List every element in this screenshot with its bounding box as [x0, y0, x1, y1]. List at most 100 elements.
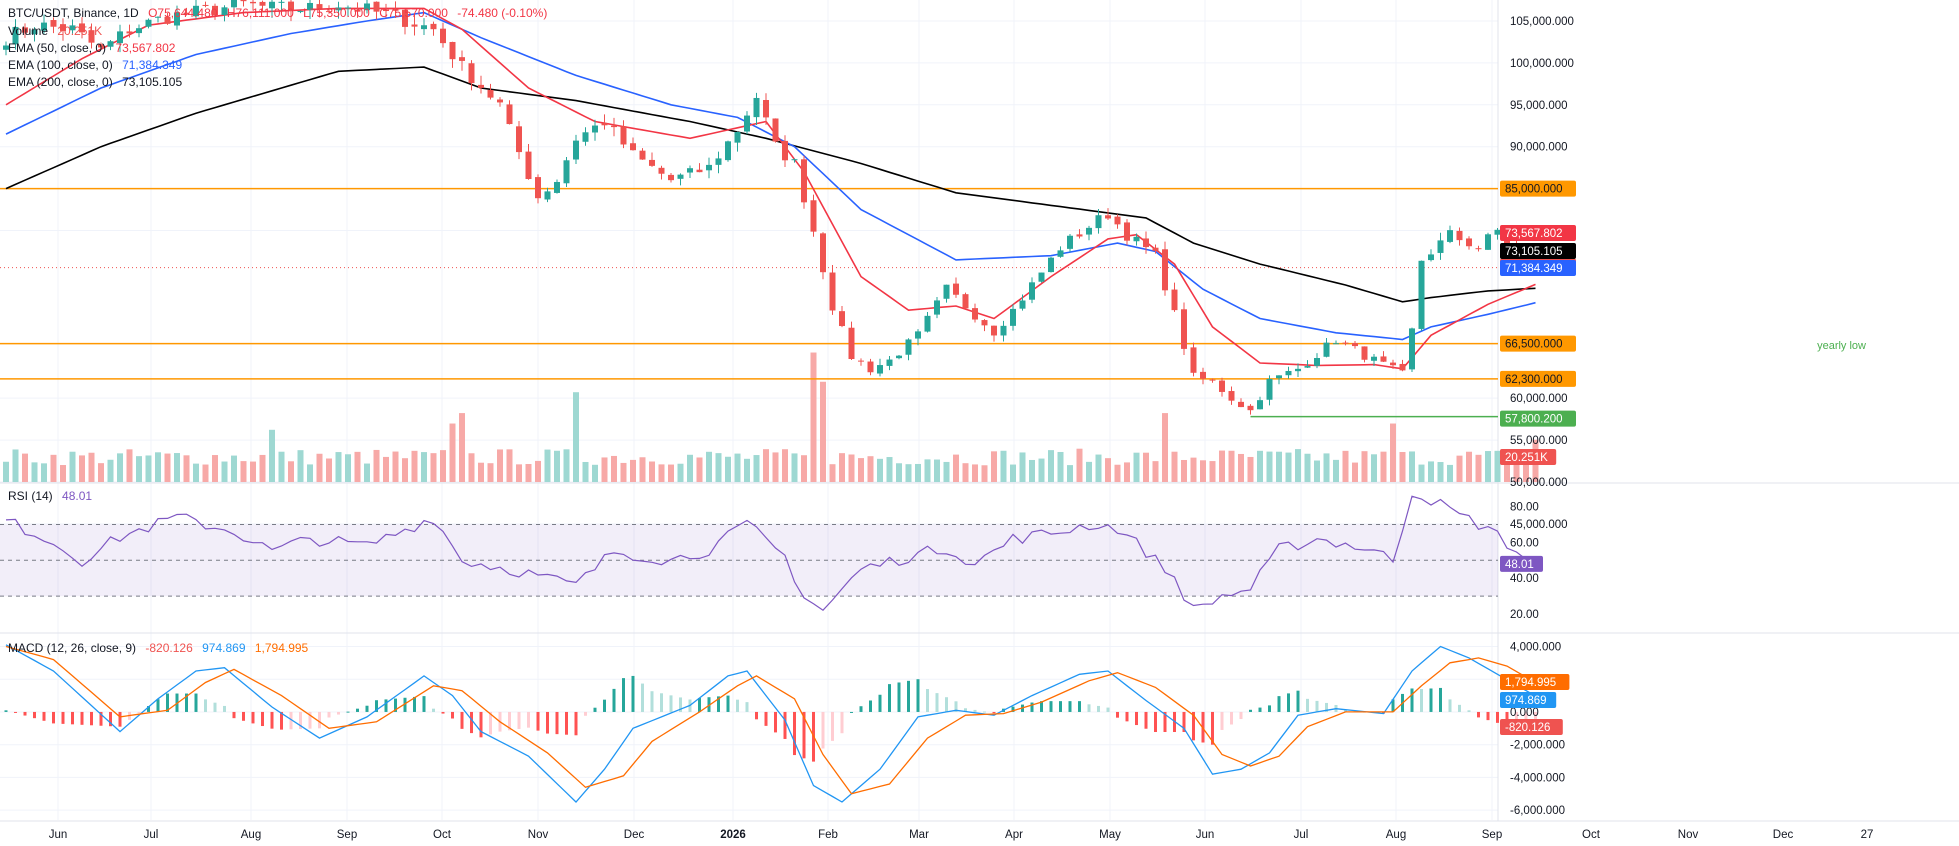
volume-last-label: 20.251K	[1505, 452, 1548, 464]
candle-body	[544, 191, 551, 200]
macd-histogram-bar	[641, 683, 644, 712]
candle-body	[1257, 400, 1263, 410]
volume-bar	[1276, 451, 1282, 482]
candle-body	[392, 8, 399, 11]
candle	[1238, 398, 1244, 408]
candle-body	[1314, 358, 1320, 366]
candle	[1105, 208, 1111, 220]
macd-histogram-bar	[147, 706, 150, 712]
volume-bar	[801, 455, 807, 482]
candle	[649, 152, 655, 167]
macd-histogram-bar	[1344, 709, 1347, 712]
candle-body	[1029, 282, 1035, 300]
candle	[858, 358, 864, 366]
volume-bar	[896, 463, 902, 482]
volume-bar	[411, 450, 418, 482]
rsi-legend[interactable]: RSI (14) 48.01	[8, 489, 92, 504]
candle-body	[877, 365, 883, 374]
rsi-line	[5, 495, 1536, 611]
volume-bar	[278, 451, 285, 482]
candle	[1010, 304, 1016, 331]
volume-bar	[734, 453, 741, 482]
candle	[373, 1, 380, 20]
volume-bar	[1114, 464, 1121, 482]
macd-histogram-bar	[52, 711, 55, 724]
macd-histogram-bar	[1258, 707, 1262, 712]
candle-body	[924, 315, 931, 332]
level-label: 62,300.000	[1505, 374, 1563, 386]
time-tick-label: Jun	[1196, 829, 1215, 841]
candle	[962, 292, 969, 309]
volume-bar	[240, 461, 247, 482]
candle	[12, 19, 19, 50]
macd-histogram-bar	[1220, 711, 1224, 730]
volume-bar	[250, 461, 256, 482]
candle-body	[297, 11, 304, 13]
candle-body	[829, 272, 836, 311]
candle	[677, 173, 684, 186]
macd-histogram-bar	[441, 711, 445, 714]
candle-body	[867, 361, 874, 373]
candle	[221, 5, 228, 22]
volume-bar	[601, 457, 608, 482]
candle	[1295, 363, 1301, 377]
candle-body	[582, 132, 589, 142]
candle-body	[136, 28, 142, 34]
candle	[421, 18, 427, 36]
volume-bar	[430, 453, 437, 482]
ema200-legend[interactable]: EMA (200, close, 0) 73,105.105	[8, 75, 182, 90]
candle	[316, 0, 323, 18]
macd-histogram-bar	[1458, 704, 1461, 712]
macd-histogram-bar	[964, 708, 967, 712]
candle	[60, 18, 66, 41]
level-label-bg	[1500, 180, 1576, 197]
macd-histogram-bar	[992, 711, 996, 714]
volume-bar	[924, 459, 931, 482]
candle-body	[1447, 230, 1453, 242]
candle-body	[22, 27, 28, 33]
volume-bar	[1257, 450, 1263, 482]
macd-histogram-bar	[99, 711, 103, 726]
candle	[1333, 340, 1339, 345]
candle-body	[12, 26, 19, 45]
candle-body	[1409, 328, 1415, 370]
candle-body	[905, 339, 912, 355]
volume-bar	[164, 453, 171, 482]
macd-histogram-bar	[631, 675, 635, 712]
macd-histogram-bar	[299, 711, 302, 729]
volume-bar	[487, 463, 494, 482]
ema100-axis-label: 71,384.349	[1505, 263, 1563, 275]
volume-bar	[174, 453, 180, 482]
ema200-axis-label: 73,105.105	[1505, 246, 1563, 258]
macd-tick-label: -2,000.000	[1510, 740, 1565, 752]
macd-histogram-bar	[679, 697, 682, 712]
volume-bar	[763, 449, 769, 482]
ema100-legend[interactable]: EMA (100, close, 0) 71,384.349	[8, 58, 182, 73]
candle	[763, 93, 769, 125]
main-legend[interactable]: BTC/USDT, Binance, 1D O75,644.480 H76,11…	[8, 6, 547, 21]
macd-histogram-bar	[33, 711, 36, 719]
candle-body	[1010, 308, 1016, 326]
macd-legend[interactable]: MACD (12, 26, close, 9) -820.126 974.869…	[8, 641, 308, 656]
volume-legend[interactable]: Volume 20.251K	[8, 24, 102, 39]
candle	[383, 3, 389, 18]
price-tick-label: 50,000.000	[1510, 477, 1568, 489]
ema50-legend[interactable]: EMA (50, close, 0) 73,567.802	[8, 41, 175, 56]
volume-bar	[867, 456, 874, 482]
candle-body	[1171, 289, 1178, 311]
candle	[449, 41, 456, 68]
candle	[1067, 233, 1073, 252]
volume-bar	[1086, 461, 1092, 482]
candle-body	[307, 2, 313, 10]
volume-bar	[1418, 464, 1425, 482]
macd-histogram-bar	[1211, 711, 1214, 745]
macd-histogram-bar	[118, 711, 122, 727]
volume-bar	[1285, 452, 1292, 482]
candle-body	[915, 331, 921, 339]
candle	[107, 39, 114, 51]
candle	[478, 75, 484, 94]
macd-histogram-bar	[1287, 693, 1290, 712]
macd-line-axis-label: 974.869	[1505, 695, 1547, 707]
candle-body	[3, 45, 9, 50]
